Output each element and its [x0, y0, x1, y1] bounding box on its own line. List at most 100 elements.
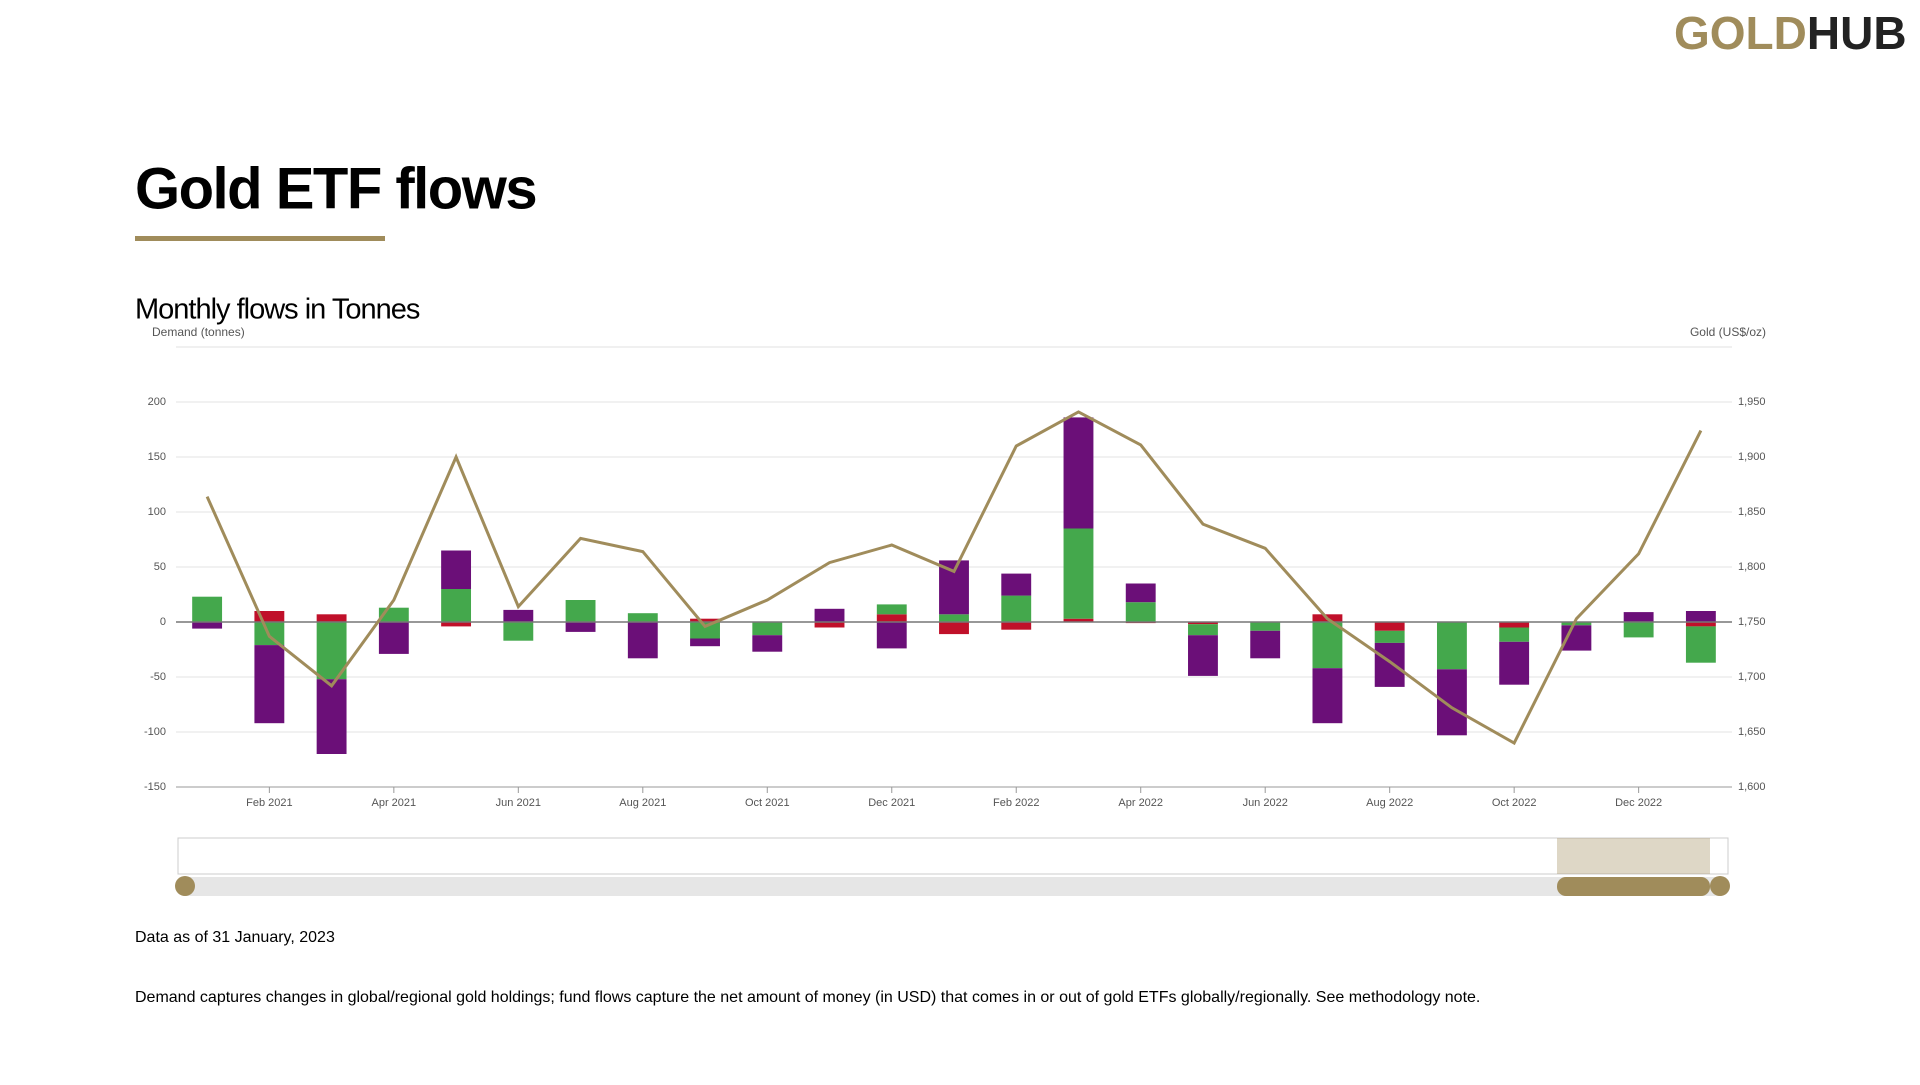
page-title: Gold ETF flows — [135, 156, 536, 221]
bar-segment — [441, 589, 472, 622]
x-tick-label: Oct 2022 — [1492, 797, 1537, 809]
y2-tick-label: 1,900 — [1738, 451, 1766, 463]
bar-segment — [690, 618, 720, 622]
bar-segment — [441, 550, 472, 589]
price-line — [205, 410, 1703, 746]
y-tick-label: 200 — [148, 396, 166, 408]
scrollbar-thumb[interactable] — [1557, 877, 1710, 896]
bar-segment — [1001, 595, 1032, 622]
bar-segment — [1001, 622, 1032, 630]
bar-segment — [503, 622, 534, 641]
bar-segment — [1250, 622, 1281, 631]
bar-segment — [1685, 626, 1716, 663]
bar-segment — [1436, 622, 1467, 670]
description: Demand captures changes in global/region… — [135, 989, 1480, 1006]
y-tick-label: 50 — [154, 561, 166, 573]
y-axis-title: Demand (tonnes) — [152, 325, 245, 339]
bar-segment — [254, 645, 285, 724]
x-tick-label: Feb 2022 — [993, 797, 1039, 809]
x-tick-label: Feb 2021 — [246, 797, 292, 809]
bar-segment — [1063, 528, 1094, 619]
y2-tick-label: 1,750 — [1738, 616, 1766, 628]
x-tick-label: Aug 2022 — [1366, 797, 1413, 809]
bar-segment — [690, 622, 720, 639]
scroll-right[interactable] — [1710, 876, 1730, 896]
bar-segment — [441, 622, 472, 627]
bar-segment — [1063, 417, 1094, 529]
x-tick-label: Dec 2022 — [1615, 797, 1662, 809]
x-tick-label: Dec 2021 — [868, 797, 915, 809]
bar-segment — [1125, 583, 1156, 603]
bar-segment — [939, 614, 969, 622]
bar-segment — [1312, 622, 1343, 669]
bar-segment — [316, 614, 347, 622]
bar-segment — [1063, 618, 1094, 622]
bar-segment — [627, 613, 658, 622]
bar-segment — [1685, 622, 1716, 627]
y-tick-label: -100 — [144, 726, 166, 738]
y-tick-label: 0 — [160, 616, 166, 628]
bar-segment — [1623, 612, 1654, 622]
bar-segment — [503, 609, 534, 622]
navigator-frame — [177, 837, 1729, 875]
bar-segment — [1250, 630, 1281, 659]
bar-segment — [1499, 641, 1530, 685]
bar-segment — [1374, 642, 1405, 687]
x-tick-label: Oct 2021 — [745, 797, 790, 809]
bar-segment — [1188, 622, 1218, 625]
bar-segment — [1374, 630, 1405, 643]
bar-segment — [752, 635, 783, 652]
navigator-window[interactable] — [1557, 838, 1710, 874]
bar-segment — [1436, 669, 1467, 736]
bar-segment — [1685, 611, 1716, 622]
scroll-left[interactable] — [175, 876, 195, 896]
bar-segment — [752, 622, 783, 636]
y-tick-label: -150 — [144, 781, 166, 793]
y2-tick-label: 1,650 — [1738, 726, 1766, 738]
navigator[interactable] — [175, 837, 1730, 896]
bar-segment — [876, 614, 907, 622]
bar-segment — [1001, 573, 1032, 596]
bar-segment — [627, 622, 658, 659]
logo-gold: GOLD — [1674, 7, 1807, 59]
bar-segment — [192, 596, 223, 622]
x-tick-label: Apr 2021 — [372, 797, 417, 809]
bar-segment — [1499, 627, 1530, 642]
bar-segment — [1188, 635, 1218, 676]
bar-segment — [565, 622, 596, 632]
x-tick-label: Apr 2022 — [1118, 797, 1163, 809]
bar-segment — [254, 611, 285, 622]
bar-segment — [192, 622, 223, 629]
y2-tick-label: 1,850 — [1738, 506, 1766, 518]
y2-tick-label: 1,950 — [1738, 396, 1766, 408]
note: Data as of 31 January, 2023 — [135, 929, 335, 946]
bar-segment — [378, 622, 409, 654]
logo-hub: HUB — [1807, 7, 1907, 59]
bar-segment — [1499, 622, 1530, 628]
bar-segment — [1188, 624, 1218, 636]
scrollbar-track — [178, 877, 1728, 896]
bar-segment — [939, 622, 969, 635]
bar-segment — [690, 638, 720, 647]
y-tick-label: -50 — [150, 671, 166, 683]
y-tick-label: 100 — [148, 506, 166, 518]
logo: GOLDHUB — [1674, 7, 1907, 59]
bar-segment — [1623, 622, 1654, 638]
y2-tick-label: 1,800 — [1738, 561, 1766, 573]
bar-segment — [1312, 668, 1343, 724]
bar-segment — [1125, 602, 1156, 622]
y2-tick-label: 1,700 — [1738, 671, 1766, 683]
bar-segment — [1374, 622, 1405, 631]
bar-segment — [316, 679, 347, 754]
y2-tick-label: 1,600 — [1738, 781, 1766, 793]
bar-segment — [1561, 622, 1592, 626]
chart-title: Monthly flows in Tonnes — [135, 294, 420, 326]
x-tick-label: Aug 2021 — [619, 797, 666, 809]
bar-segment — [876, 604, 907, 615]
y2-axis-title: Gold (US$/oz) — [1690, 325, 1766, 339]
title-underline — [135, 236, 385, 241]
x-tick-label: Jun 2021 — [496, 797, 541, 809]
bar-segment — [814, 622, 845, 628]
